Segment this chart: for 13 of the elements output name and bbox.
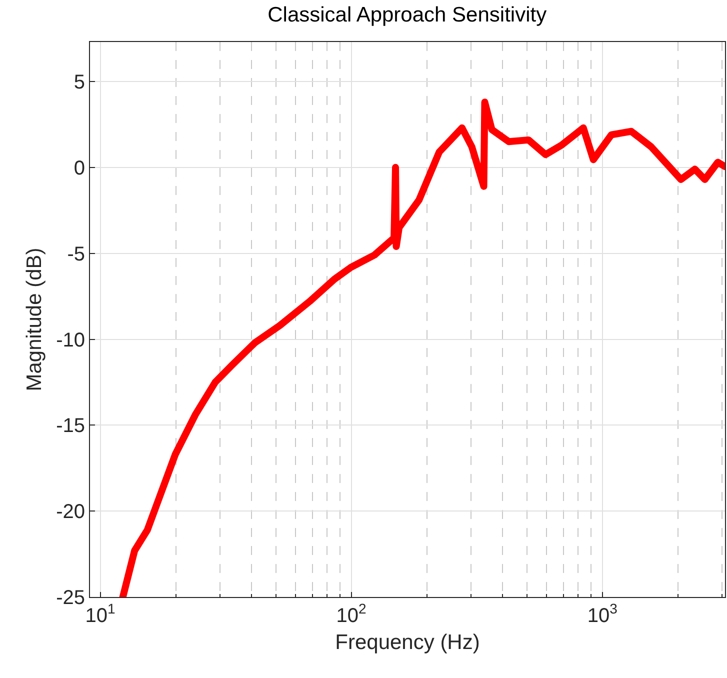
y-tick-label: -5 [67,243,85,266]
y-tick-label: 0 [74,157,85,180]
x-tick-label: 10$^{1}$ [85,600,116,627]
y-axis-title: Magnitude (dB) [23,248,46,392]
x-tick-label: 10$^{2}$ [336,600,367,627]
y-tick-label: -20 [56,501,85,524]
y-tick-label: -10 [56,329,85,352]
y-tick-label: -25 [56,587,85,609]
y-tick-label: -15 [56,415,85,438]
x-axis-title: Frequency (Hz) [335,631,480,654]
x-tick-label: 10$^{3}$ [587,600,618,627]
chart-title: Classical Approach Sensitivity [268,3,548,26]
y-tick-label: 5 [74,72,85,94]
